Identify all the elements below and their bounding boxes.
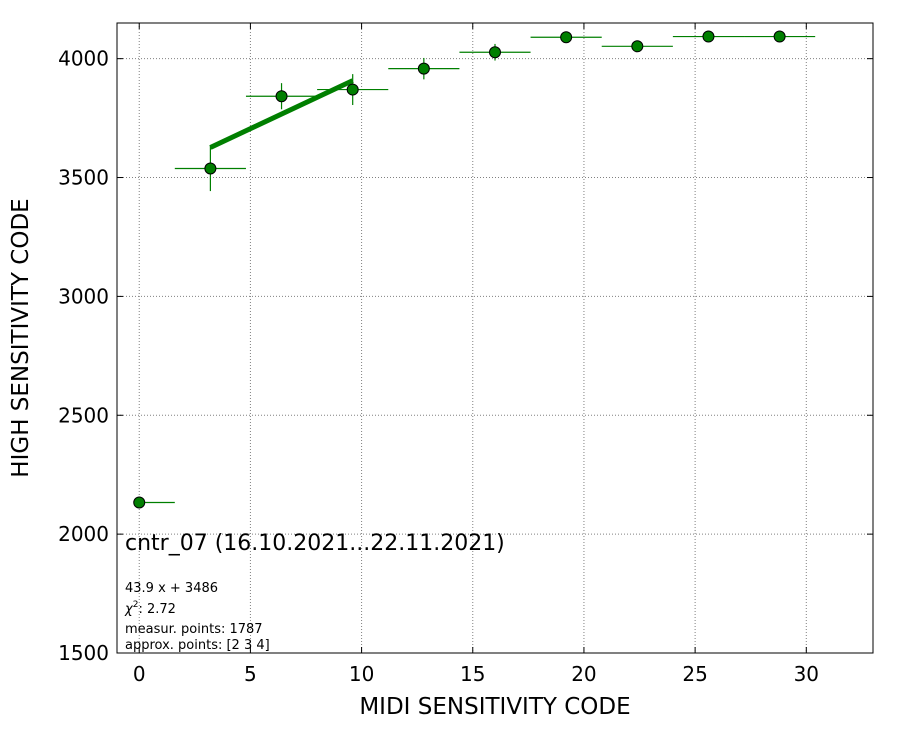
chi-squared-label: χ2: 2.72 <box>124 600 176 617</box>
fit-line-layer <box>209 78 354 150</box>
plot-frame <box>116 22 874 654</box>
x-tick-label: 30 <box>794 662 819 686</box>
chi-superscript: 2 <box>133 600 139 610</box>
x-tick-label: 15 <box>460 662 485 686</box>
x-tick-label: 20 <box>571 662 596 686</box>
y-axis-ticks: 1500 2000 2500 3000 3500 4000 <box>58 47 873 665</box>
y-axis-label: HIGH SENSITIVITY CODE <box>8 198 34 477</box>
chart-title: cntr_07 (16.10.2021...22.11.2021) <box>125 531 505 556</box>
x-tick-label: 5 <box>244 662 257 686</box>
data-point <box>204 162 217 175</box>
data-point <box>133 496 146 509</box>
y-tick-label: 2500 <box>58 403 109 427</box>
plot-area <box>117 23 873 653</box>
y-tick-label: 1500 <box>58 641 109 665</box>
y-tick-label: 2000 <box>58 522 109 546</box>
data-point <box>275 90 288 103</box>
data-point <box>631 40 644 53</box>
x-axis-ticks: 0 5 10 15 20 25 30 <box>133 23 819 686</box>
fit-line <box>209 78 354 150</box>
y-tick-label: 4000 <box>58 47 109 71</box>
data-point <box>773 30 786 43</box>
fit-equation: 43.9 x + 3486 <box>125 581 218 596</box>
chi-squared-value: : 2.72 <box>138 602 175 617</box>
x-tick-label: 0 <box>133 662 146 686</box>
x-tick-label: 10 <box>349 662 374 686</box>
data-point <box>489 46 501 59</box>
data-points <box>133 30 786 509</box>
x-tick-label: 25 <box>682 662 707 686</box>
approx-points-label: approx. points: [2 3 4] <box>125 638 270 653</box>
data-point <box>702 30 715 43</box>
data-point <box>346 83 359 96</box>
measur-points-label: measur. points: 1787 <box>125 622 263 637</box>
y-tick-label: 3000 <box>58 284 109 308</box>
data-point <box>417 62 430 75</box>
chi-symbol: χ <box>124 602 134 617</box>
x-axis-label: MIDI SENSITIVITY CODE <box>359 694 630 720</box>
y-tick-label: 3500 <box>58 166 109 190</box>
data-point <box>560 31 573 44</box>
